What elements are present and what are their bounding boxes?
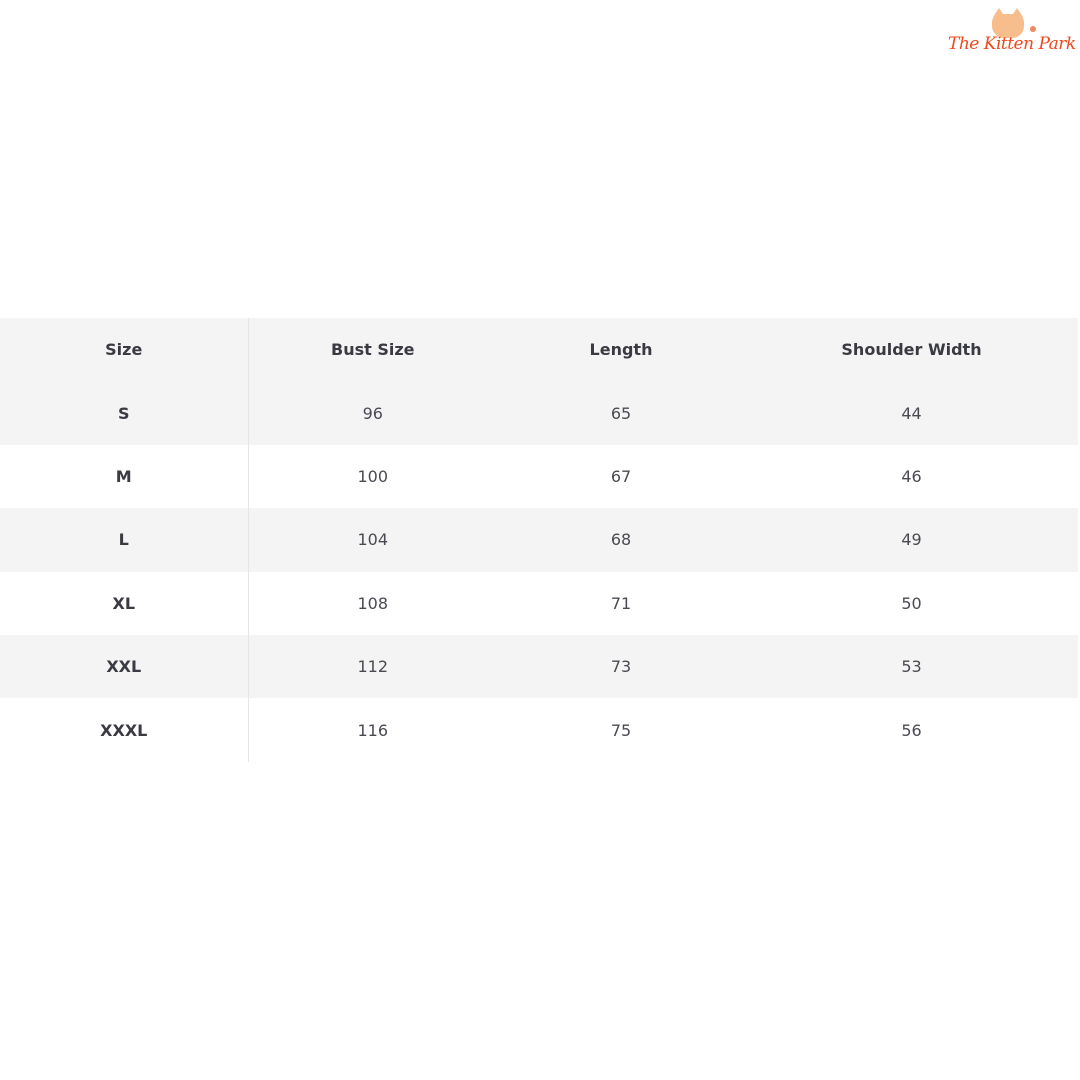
cell-shoulder-width: 56 — [901, 720, 922, 740]
cell-size: S — [0, 381, 249, 445]
cell-bust-size: 96 — [362, 403, 383, 423]
cell-size: M — [0, 444, 249, 509]
cell-length: 67 — [610, 466, 632, 486]
cell-bust-size: 112 — [357, 657, 389, 677]
cell-shoulder-width: 50 — [901, 593, 922, 613]
cat-icon — [992, 8, 1024, 38]
cell-bust-size: 116 — [357, 720, 389, 740]
header-row: Size Bust Size Length Shoulder Width — [0, 318, 1078, 382]
table-row: XXL 112 73 53 — [0, 634, 1078, 699]
brand-name: The Kitten Park — [948, 34, 1076, 54]
cell-length: 68 — [610, 530, 632, 550]
header-length: Length — [589, 340, 653, 360]
cell-shoulder-width: 44 — [901, 403, 922, 423]
cell-bust-size: 100 — [357, 466, 389, 486]
cell-size: XXXL — [0, 698, 249, 762]
table-row: M 100 67 46 — [0, 444, 1078, 509]
cell-length: 65 — [610, 403, 632, 423]
header-size: Size — [0, 318, 249, 382]
table-row: XXXL 116 75 56 — [0, 698, 1078, 762]
cell-size: XXL — [0, 634, 249, 699]
cell-shoulder-width: 46 — [901, 466, 922, 486]
header-bust-size: Bust Size — [331, 340, 415, 360]
cell-shoulder-width: 49 — [901, 530, 922, 550]
cell-bust-size: 104 — [357, 530, 389, 550]
cell-bust-size: 108 — [357, 593, 389, 613]
cell-size: L — [0, 508, 249, 572]
size-chart-table: Size Bust Size Length Shoulder Width S 96… — [0, 318, 1078, 762]
cell-length: 71 — [610, 593, 632, 613]
header-shoulder-width: Shoulder Width — [841, 340, 982, 360]
brand-logo: The Kitten Park — [948, 8, 1076, 68]
cell-length: 75 — [610, 720, 632, 740]
table-row: S 96 65 44 — [0, 381, 1078, 445]
table-row: L 104 68 49 — [0, 508, 1078, 572]
paw-icon — [1030, 26, 1036, 32]
cell-size: XL — [0, 571, 249, 635]
cell-shoulder-width: 53 — [901, 657, 922, 677]
cell-length: 73 — [610, 657, 632, 677]
table-row: XL 108 71 50 — [0, 571, 1078, 635]
